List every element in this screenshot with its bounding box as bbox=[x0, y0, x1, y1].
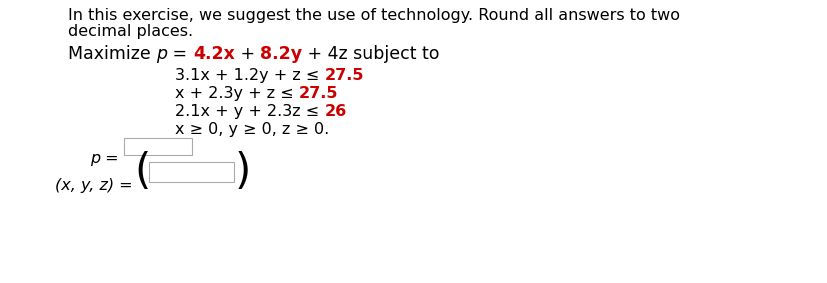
Text: 4.2x: 4.2x bbox=[193, 45, 235, 63]
Text: (: ( bbox=[135, 151, 151, 193]
Text: 3.1x + 1.2y + z ≤: 3.1x + 1.2y + z ≤ bbox=[174, 68, 324, 83]
Text: x + 2.3y + z ≤: x + 2.3y + z ≤ bbox=[174, 86, 299, 101]
Text: +: + bbox=[235, 45, 260, 63]
Text: 8.2y: 8.2y bbox=[260, 45, 302, 63]
Text: (x, y, z): (x, y, z) bbox=[55, 178, 114, 193]
Text: + 4z subject to: + 4z subject to bbox=[302, 45, 439, 63]
Text: p: p bbox=[90, 151, 100, 166]
Text: In this exercise, we suggest the use of technology. Round all answers to two: In this exercise, we suggest the use of … bbox=[68, 8, 679, 23]
Text: 27.5: 27.5 bbox=[324, 68, 363, 83]
Text: =: = bbox=[167, 45, 193, 63]
Text: Maximize: Maximize bbox=[68, 45, 156, 63]
Text: 26: 26 bbox=[324, 104, 346, 119]
Text: ): ) bbox=[235, 151, 251, 193]
Text: 27.5: 27.5 bbox=[299, 86, 338, 101]
FancyBboxPatch shape bbox=[123, 138, 192, 155]
Text: p: p bbox=[156, 45, 167, 63]
Text: x ≥ 0, y ≥ 0, z ≥ 0.: x ≥ 0, y ≥ 0, z ≥ 0. bbox=[174, 122, 329, 137]
FancyBboxPatch shape bbox=[149, 162, 233, 182]
Text: =: = bbox=[100, 151, 118, 166]
Text: 2.1x + y + 2.3z ≤: 2.1x + y + 2.3z ≤ bbox=[174, 104, 324, 119]
Text: decimal places.: decimal places. bbox=[68, 24, 193, 39]
Text: =: = bbox=[114, 178, 132, 193]
